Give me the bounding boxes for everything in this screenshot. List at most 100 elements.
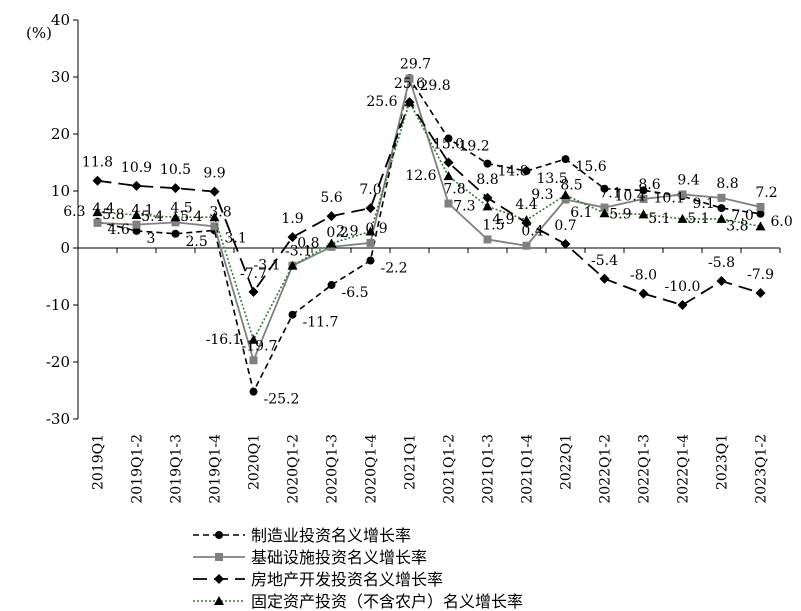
data-point — [638, 209, 649, 219]
data-label: 1.9 — [281, 211, 303, 227]
data-label: -3.1 — [285, 244, 312, 260]
legend-label: 基础设施投资名义增长率 — [251, 548, 427, 567]
data-label: -7.7 — [240, 266, 267, 282]
data-label: 0.2 — [326, 225, 348, 241]
data-label: 29.7 — [400, 57, 431, 73]
data-label: 6.3 — [63, 204, 85, 220]
data-point — [755, 288, 766, 299]
data-point — [326, 211, 337, 222]
data-point — [678, 190, 687, 199]
data-point — [482, 192, 493, 203]
data-point — [170, 212, 181, 222]
x-tick-label: 2022Q1 — [559, 434, 575, 490]
series-4 — [92, 97, 766, 344]
legend-item: 房地产开发投资名义增长率 — [193, 570, 443, 589]
data-point — [599, 208, 610, 218]
data-label: 15.0 — [433, 137, 464, 153]
data-label: -10.0 — [665, 279, 701, 295]
data-label: 0.8 — [297, 235, 319, 251]
x-tick-label: 2019Q1-4 — [208, 434, 224, 504]
data-point — [443, 171, 454, 181]
data-label: 7.3 — [453, 198, 475, 214]
data-point — [249, 387, 258, 396]
x-tick-label: 2023Q1-2 — [754, 434, 770, 504]
y-tick-label: 0 — [60, 239, 70, 257]
data-point — [131, 180, 142, 191]
data-point — [248, 286, 259, 297]
data-point — [756, 202, 765, 211]
data-point — [483, 235, 492, 244]
data-label: 0.7 — [554, 218, 576, 234]
data-label: 7.8 — [443, 182, 465, 198]
data-point — [365, 203, 376, 214]
data-label: 2.5 — [186, 234, 208, 250]
x-tick-label: 2022Q1-3 — [637, 434, 653, 504]
data-label: 5.8 — [102, 207, 124, 223]
data-point — [716, 213, 727, 223]
data-point — [560, 239, 571, 250]
legend-label: 房地产开发投资名义增长率 — [251, 570, 443, 589]
data-label: 8.8 — [476, 172, 498, 188]
data-label: 4.1 — [131, 203, 153, 219]
data-point — [405, 74, 414, 83]
data-label: 7.1 — [599, 186, 621, 202]
data-label: 14.8 — [498, 164, 529, 180]
y-tick-label: 10 — [51, 182, 70, 200]
data-point — [131, 209, 142, 219]
x-tick-label: 2021Q1-2 — [442, 434, 458, 504]
x-tick-label: 2019Q1-3 — [169, 434, 185, 504]
data-point — [132, 226, 141, 235]
data-label: 10.1 — [654, 190, 685, 206]
data-label: 9.4 — [677, 172, 699, 188]
x-tick-label: 2021Q1 — [403, 434, 419, 490]
data-point — [600, 203, 609, 212]
data-label: 13.5 — [537, 171, 568, 187]
data-point — [639, 194, 648, 203]
data-point — [366, 238, 375, 247]
data-point — [287, 232, 298, 243]
data-label: 10.4 — [615, 189, 646, 205]
data-point — [214, 574, 224, 584]
data-point — [132, 220, 141, 229]
data-point — [677, 213, 688, 223]
x-tick-label: 2021Q1-3 — [481, 434, 497, 504]
data-label: 7.0 — [359, 182, 381, 198]
data-point — [209, 186, 220, 197]
data-point — [444, 199, 453, 208]
data-label: 9.9 — [203, 166, 225, 182]
data-point — [170, 183, 181, 194]
data-point — [288, 310, 297, 319]
data-label: 0.4 — [521, 224, 543, 240]
data-label: 3.8 — [726, 218, 748, 234]
data-point — [287, 260, 298, 270]
series-line — [97, 76, 761, 394]
data-label: 5.4 — [141, 209, 163, 225]
data-label: 6.0 — [771, 214, 793, 230]
x-tick-label: 2021Q1-4 — [520, 434, 536, 504]
y-axis-label: (%) — [26, 24, 52, 42]
data-point — [638, 288, 649, 299]
data-point — [404, 97, 415, 107]
data-point — [444, 134, 453, 143]
y-tick-label: 30 — [51, 68, 70, 86]
data-label: 12.6 — [405, 168, 436, 184]
data-point — [171, 229, 180, 238]
data-label: 29.8 — [420, 78, 451, 94]
data-label: -16.1 — [206, 332, 242, 348]
axes: -30 -20 -10 0 10 20 30 40 2019Q1 2019Q1-2 2019Q1-3… — [46, 11, 781, 504]
x-tick-label: 2022Q1-2 — [598, 434, 614, 504]
data-point — [248, 334, 259, 344]
data-label: 10.5 — [160, 162, 191, 178]
data-label: -8.0 — [630, 268, 657, 284]
data-point — [561, 195, 570, 204]
data-point — [326, 238, 337, 248]
data-label: -19.7 — [242, 338, 278, 354]
data-label: 9.3 — [531, 187, 553, 203]
data-label: 5.4 — [180, 209, 202, 225]
data-point — [482, 201, 493, 211]
data-label: -5.8 — [708, 255, 735, 271]
data-label: 4.6 — [108, 222, 130, 238]
data-label: 7.2 — [755, 185, 777, 201]
series-line — [97, 99, 761, 342]
